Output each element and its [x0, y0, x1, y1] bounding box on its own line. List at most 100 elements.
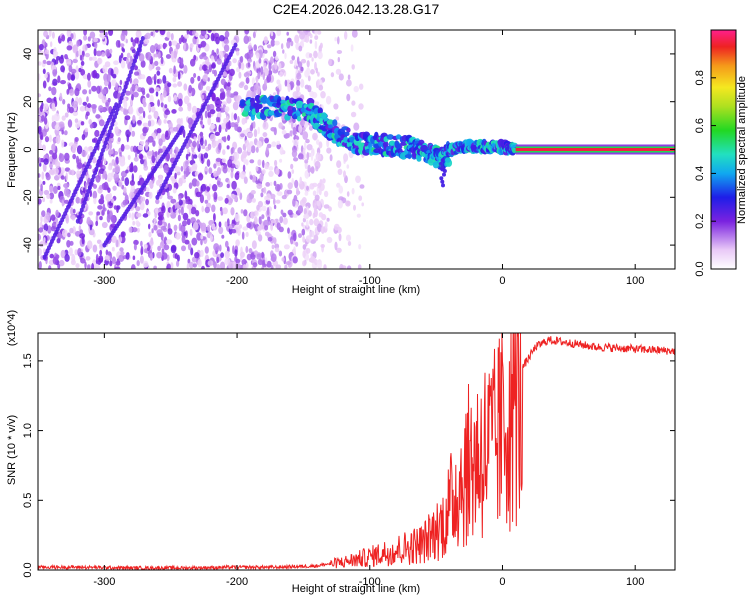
heat-cell — [134, 37, 139, 44]
heat-cell — [172, 187, 177, 194]
heat-cell — [109, 48, 113, 54]
heat-cell — [96, 211, 101, 216]
heat-cell — [134, 54, 139, 60]
heat-cell — [49, 163, 53, 168]
heat-cell — [147, 103, 151, 111]
heat-cell — [74, 137, 79, 142]
heat-cell — [71, 147, 76, 154]
heat-cell — [211, 92, 216, 102]
heat-cell — [227, 134, 231, 141]
heat-cell — [263, 36, 268, 44]
heat-cell — [275, 264, 282, 269]
heat-cell — [237, 147, 243, 154]
heat-cell — [198, 82, 204, 91]
heat-cell — [38, 115, 42, 122]
heat-cell — [193, 73, 197, 78]
heat-cell — [247, 144, 252, 153]
heat-cell — [233, 91, 239, 96]
heat-cell — [297, 205, 304, 214]
heat-cell — [132, 114, 136, 124]
heat-cell — [46, 97, 53, 104]
heat-cell — [80, 69, 86, 76]
heat-cell — [158, 138, 163, 147]
heat-cell — [170, 207, 173, 216]
heat-cell — [316, 30, 322, 35]
heat-cell — [125, 252, 130, 260]
heat-cell — [247, 62, 251, 68]
heat-cell — [275, 55, 279, 61]
heat-cell — [262, 121, 269, 130]
heat-cell — [160, 94, 164, 103]
heat-cell — [61, 229, 68, 238]
x-tick-label: 0 — [499, 275, 505, 287]
heat-cell — [257, 126, 261, 135]
heat-cell — [177, 81, 183, 87]
heat-cell — [145, 141, 149, 151]
heat-cell — [131, 212, 135, 221]
heat-cell — [69, 240, 74, 246]
heat-cell — [149, 240, 154, 246]
heat-cell — [299, 31, 305, 40]
heat-cell — [245, 77, 250, 84]
heat-cell — [155, 66, 161, 71]
heat-cell — [139, 255, 144, 264]
heat-cell — [337, 57, 340, 63]
heat-cell — [204, 139, 207, 147]
heat-cell — [137, 144, 144, 151]
heat-cell — [91, 56, 97, 61]
x-tick-label: 0 — [499, 576, 505, 588]
heat-cell — [230, 147, 234, 155]
heat-cell — [213, 261, 217, 269]
heat-cell — [170, 245, 177, 254]
heat-cell — [247, 44, 252, 50]
heat-cell — [67, 83, 72, 90]
heat-cell — [238, 62, 242, 69]
heat-cell — [351, 100, 356, 106]
heat-cell — [213, 213, 216, 222]
heat-cell — [196, 140, 200, 149]
heat-cell — [260, 66, 264, 75]
heat-cell — [337, 36, 340, 45]
heat-cell — [93, 48, 97, 57]
heat-cell — [246, 127, 251, 133]
heat-cell — [155, 91, 159, 97]
heat-cell — [227, 159, 233, 168]
heat-cell — [192, 140, 197, 148]
heat-cell — [232, 101, 239, 111]
heat-cell — [164, 109, 171, 116]
heat-cell — [49, 185, 54, 193]
heat-cell — [126, 133, 129, 143]
heat-cell — [199, 194, 204, 204]
heat-cell — [129, 180, 135, 186]
heat-cell — [38, 61, 42, 66]
heat-cell — [124, 115, 131, 121]
heat-cell — [358, 103, 364, 110]
heat-cell — [140, 74, 146, 80]
heat-cell — [78, 97, 82, 106]
heat-cell — [188, 84, 193, 94]
heat-cell — [193, 136, 197, 142]
heat-cell — [111, 246, 115, 252]
heat-cell — [75, 50, 79, 58]
heat-cell — [256, 183, 263, 190]
heat-cell — [40, 51, 45, 56]
heat-cell — [136, 212, 142, 218]
heat-cell — [235, 239, 240, 247]
heat-cell — [180, 57, 184, 66]
heat-cell — [173, 50, 178, 59]
heat-cell — [243, 209, 248, 217]
heat-cell — [253, 129, 258, 138]
heat-cell — [57, 75, 61, 84]
heat-cell — [65, 58, 72, 65]
heat-cell — [126, 52, 131, 58]
heat-cell — [200, 153, 204, 162]
heat-cell — [305, 235, 312, 243]
heat-cell — [226, 145, 230, 150]
heat-cell — [42, 68, 46, 75]
heat-cell — [97, 57, 103, 65]
heat-cell — [231, 229, 237, 234]
heat-cell — [52, 136, 57, 145]
heat-cell — [300, 66, 304, 72]
heat-cell — [133, 91, 139, 98]
